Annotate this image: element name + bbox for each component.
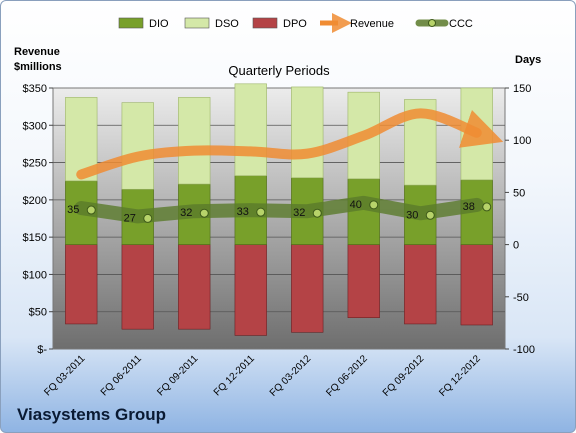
y-axis-left-title: Revenue: [14, 46, 60, 58]
bar-dso: [234, 83, 267, 176]
legend-marker-ccc: [428, 19, 436, 27]
x-tick-label: FQ 06-2011: [99, 353, 144, 398]
ccc-data-label: 27: [124, 212, 136, 224]
ccc-point: [143, 213, 153, 223]
y-right-tick-label: 150: [513, 83, 531, 95]
y-left-tick-label: $300: [23, 120, 47, 132]
bar-dso: [121, 102, 154, 190]
y-left-tick-label: $250: [23, 158, 47, 170]
y-axis-left-title-units: $millions: [14, 61, 62, 73]
ccc-data-label: 38: [463, 201, 475, 213]
y-left-tick-label: $350: [23, 83, 47, 95]
x-tick-label: FQ 03-2012: [268, 353, 314, 399]
revenue-line: [76, 108, 504, 180]
bar-dpo: [347, 244, 380, 318]
x-tick-label: FQ 09-2011: [155, 353, 200, 398]
bar-dpo: [460, 244, 493, 326]
ccc-point: [86, 205, 96, 215]
ccc-point: [256, 207, 266, 217]
ccc-data-label: 40: [350, 199, 362, 211]
legend-label-dio: DIO: [149, 18, 169, 30]
y-right-tick-label: -50: [513, 292, 529, 304]
bar-dpo: [65, 244, 98, 325]
ccc-point: [482, 202, 492, 212]
y-axis-right-title: Days: [515, 54, 541, 66]
x-tick-label: FQ 12-2012: [437, 353, 483, 399]
ccc-point: [312, 208, 322, 218]
y-right-tick-label: 0: [513, 240, 519, 252]
ccc-point: [425, 210, 435, 220]
x-tick-label: FQ 12-2011: [212, 353, 257, 398]
chart-title: Quarterly Periods: [228, 63, 330, 78]
legend-label-dpo: DPO: [283, 18, 307, 30]
legend-label-ccc: CCC: [449, 18, 473, 30]
legend-label-dso: DSO: [215, 18, 239, 30]
bar-dso: [178, 97, 211, 185]
ccc-data-label: 35: [67, 204, 79, 216]
legend-swatch-dio: [118, 17, 144, 29]
bar-dso: [291, 86, 324, 179]
bar-dpo: [178, 244, 211, 330]
y-left-tick-label: $50: [29, 307, 47, 319]
bar-dpo: [121, 244, 154, 330]
legend-label-revenue: Revenue: [350, 18, 394, 30]
ccc-data-label: 32: [293, 207, 305, 219]
x-tick-label: FQ 03-2011: [42, 353, 87, 398]
bar-dpo: [234, 244, 267, 336]
x-tick-label: FQ 09-2012: [381, 353, 427, 399]
y-right-tick-label: 100: [513, 135, 531, 147]
bar-dpo: [404, 244, 437, 325]
ccc-point: [369, 200, 379, 210]
company-name: Viasystems Group: [17, 405, 166, 424]
ccc-data-label: 33: [237, 206, 249, 218]
bar-dpo: [291, 244, 324, 333]
ccc-data-label: 32: [180, 207, 192, 219]
y-right-tick-label: -100: [513, 344, 535, 356]
legend-swatch-dpo: [252, 17, 278, 29]
y-left-tick-label: $150: [23, 232, 47, 244]
y-left-tick-label: $100: [23, 269, 47, 281]
legend-swatch-dso: [184, 17, 210, 29]
y-left-tick-label: $200: [23, 195, 47, 207]
x-tick-label: FQ 06-2012: [324, 353, 370, 399]
y-left-tick-label: $-: [37, 344, 47, 356]
ccc-data-label: 30: [406, 209, 418, 221]
y-right-tick-label: 50: [513, 187, 525, 199]
ccc-point: [199, 208, 209, 218]
